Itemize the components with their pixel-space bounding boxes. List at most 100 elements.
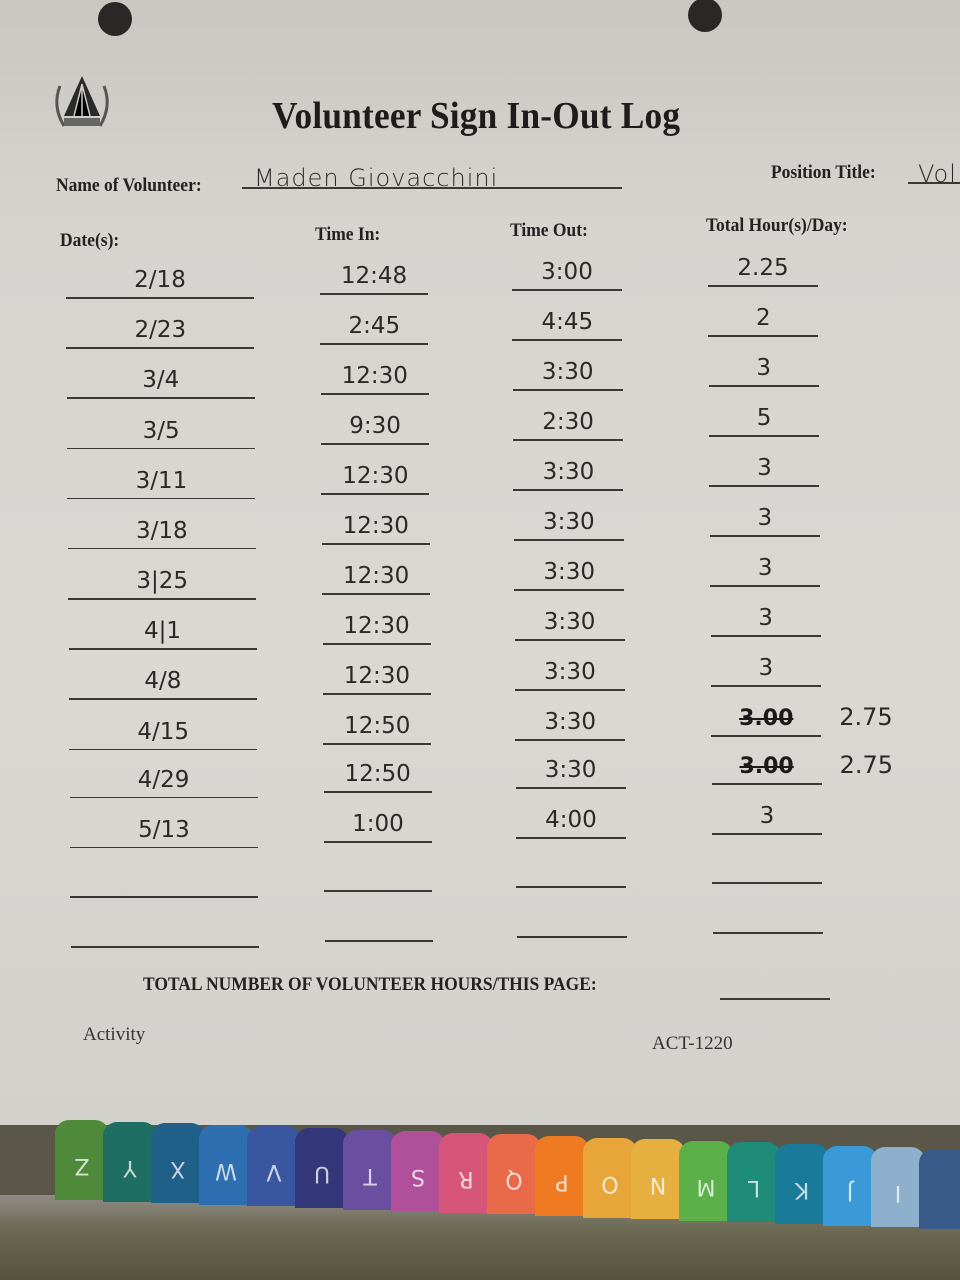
position-value: Vol xyxy=(918,160,957,188)
cell-date: 3|25 xyxy=(136,568,188,595)
entry-underline xyxy=(320,293,428,295)
cell-time-out: 4:45 xyxy=(541,309,594,335)
entry-underline xyxy=(321,543,430,545)
entry-underline xyxy=(69,796,258,799)
entry-underline xyxy=(320,343,429,345)
tab-divider: O xyxy=(583,1137,637,1218)
crossed-out-value: 3.00 xyxy=(739,754,794,779)
punch-hole xyxy=(688,0,722,32)
page-title: Volunteer Sign In-Out Log xyxy=(272,95,681,137)
cell-time-in: 2:45 xyxy=(348,313,401,339)
cell-total: 3 xyxy=(757,555,773,581)
tab-divider: P xyxy=(535,1136,589,1216)
corrected-total: 2.75 xyxy=(839,703,893,731)
entry-underline xyxy=(514,639,625,641)
tab-divider: M xyxy=(679,1140,733,1221)
tab-divider: L xyxy=(727,1142,781,1223)
entry-underline xyxy=(67,447,256,450)
cell-time-out: 3:30 xyxy=(544,757,597,783)
entry-underline xyxy=(708,335,819,337)
footer-activity: Activity xyxy=(83,1024,146,1045)
entry-underline xyxy=(516,936,627,938)
position-label: Position Title: xyxy=(771,162,876,183)
entry-underline xyxy=(515,739,626,741)
entry-underline xyxy=(514,589,625,591)
cell-date: 4/15 xyxy=(137,718,190,745)
cell-total: 3 xyxy=(757,455,772,481)
entry-underline xyxy=(68,598,257,600)
entry-underline xyxy=(515,837,626,839)
entry-underline xyxy=(320,393,429,395)
cell-time-out: 3:30 xyxy=(541,359,594,385)
entry-underline xyxy=(710,585,821,587)
column-header-date: Date(s): xyxy=(60,230,120,251)
entry-underline xyxy=(709,435,820,437)
tab-divider: I xyxy=(871,1147,925,1228)
corrected-total: 2.75 xyxy=(839,751,894,779)
entry-underline xyxy=(323,841,432,843)
tab-divider: S xyxy=(391,1131,445,1212)
cell-time-in: 12:30 xyxy=(342,463,409,489)
tab-divider: N xyxy=(631,1139,685,1220)
entry-underline xyxy=(512,339,623,341)
name-underline xyxy=(242,187,622,189)
cell-total: 3 xyxy=(757,505,773,531)
entry-underline xyxy=(70,896,259,898)
cell-time-in: 12:50 xyxy=(344,761,411,787)
entry-underline xyxy=(513,539,624,541)
crossed-out-value: 3.00 xyxy=(739,706,794,731)
tab-divider: Z xyxy=(55,1120,109,1200)
cell-time-out: 4:00 xyxy=(545,807,597,833)
entry-underline xyxy=(712,932,823,934)
entry-underline xyxy=(324,890,433,892)
tab-divider: K xyxy=(775,1144,829,1224)
entry-underline xyxy=(708,385,819,387)
entry-underline xyxy=(322,643,431,645)
cell-total: 3 xyxy=(758,655,774,681)
total-hours-label: TOTAL NUMBER OF VOLUNTEER HOURS/THIS PAG… xyxy=(143,974,597,995)
cell-total: 3 xyxy=(758,605,773,631)
entry-underline xyxy=(711,833,822,835)
cell-time-in: 1:00 xyxy=(352,811,404,837)
entry-underline xyxy=(66,397,255,399)
entry-underline xyxy=(709,535,820,537)
entry-underline xyxy=(710,685,821,687)
cell-total: 3 xyxy=(756,355,772,381)
entry-underline xyxy=(322,593,431,595)
cell-time-out: 3:30 xyxy=(544,659,596,685)
entry-underline xyxy=(66,297,254,299)
column-header-time-out: Time Out: xyxy=(510,220,588,241)
entry-underline xyxy=(514,689,625,691)
entry-underline xyxy=(512,389,623,391)
total-hours-underline xyxy=(720,998,830,1000)
cell-date: 3/18 xyxy=(135,517,188,544)
cell-date: 4/29 xyxy=(137,766,190,793)
log-sheet: Volunteer Sign In-Out Log Name of Volunt… xyxy=(0,0,960,1125)
tab-divider: W xyxy=(199,1124,253,1205)
tab-divider: Q xyxy=(487,1134,541,1215)
entry-underline xyxy=(711,735,822,737)
cell-time-out: 3:30 xyxy=(544,709,597,735)
cell-date: 3/4 xyxy=(142,367,180,394)
cell-total: 3.00 xyxy=(711,705,821,731)
tab-divider: X xyxy=(151,1123,205,1204)
cell-total: 2 xyxy=(756,305,771,331)
entry-underline xyxy=(321,493,430,495)
tab-divider: Y xyxy=(103,1121,157,1202)
tab-divider: V xyxy=(247,1126,301,1207)
entry-underline xyxy=(322,693,431,695)
cell-total: 3 xyxy=(759,803,775,829)
entry-underline xyxy=(323,791,432,793)
entry-underline xyxy=(68,648,257,650)
entry-underline xyxy=(712,882,823,884)
cell-time-out: 3:00 xyxy=(541,259,593,285)
entry-underline xyxy=(70,946,259,948)
column-header-total-hours: Total Hour(s)/Day: xyxy=(706,215,848,236)
name-label: Name of Volunteer: xyxy=(56,175,202,196)
cell-date: 2/18 xyxy=(134,267,186,293)
entry-underline xyxy=(323,743,432,745)
entry-underline xyxy=(709,485,820,487)
cell-date: 4|1 xyxy=(144,618,182,645)
cell-total: 5 xyxy=(756,405,772,431)
